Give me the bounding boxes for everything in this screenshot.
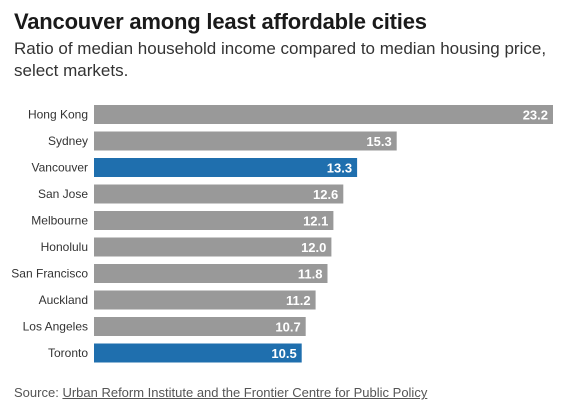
bar-vancouver: [94, 158, 358, 177]
chart-title: Vancouver among least affordable cities: [14, 9, 427, 34]
category-label-los-angeles: Los Angeles: [23, 320, 88, 334]
bar-melbourne: [94, 211, 334, 230]
value-label-hong-kong: 23.2: [523, 108, 548, 123]
value-label-vancouver: 13.3: [327, 161, 352, 176]
category-label-auckland: Auckland: [39, 293, 88, 307]
source-link[interactable]: Urban Reform Institute and the Frontier …: [62, 385, 428, 400]
category-label-hong-kong: Hong Kong: [28, 108, 88, 122]
bar-auckland: [94, 290, 316, 310]
category-label-melbourne: Melbourne: [31, 214, 88, 228]
category-label-san-francisco: San Francisco: [11, 267, 88, 281]
value-label-toronto: 10.5: [271, 346, 296, 361]
category-label-honolulu: Honolulu: [41, 240, 88, 254]
bar-san-francisco: [94, 264, 328, 283]
value-label-san-francisco: 11.8: [298, 267, 323, 282]
value-label-honolulu: 12.0: [301, 240, 326, 255]
bar-chart: Hong Kong 23.2 Sydney 15.3 Vancouver 13.3 San …: [11, 105, 553, 363]
category-label-san-jose: San Jose: [38, 187, 88, 201]
category-label-vancouver: Vancouver: [32, 161, 88, 175]
bar-sydney: [94, 131, 397, 151]
category-label-sydney: Sydney: [48, 134, 88, 148]
bar-hong-kong: [94, 105, 553, 124]
bar-san-jose: [94, 184, 344, 204]
source-label: Source:: [14, 385, 59, 400]
bar-los-angeles: [94, 317, 306, 336]
value-label-melbourne: 12.1: [303, 214, 328, 229]
value-label-san-jose: 12.6: [313, 187, 338, 202]
bar-toronto: [94, 343, 302, 363]
value-label-sydney: 15.3: [366, 134, 391, 149]
category-label-toronto: Toronto: [48, 346, 88, 360]
value-label-auckland: 11.2: [286, 293, 311, 308]
bar-honolulu: [94, 237, 332, 257]
source-note: Source: Urban Reform Institute and the F…: [14, 384, 427, 402]
value-label-los-angeles: 10.7: [275, 320, 300, 335]
chart-subtitle: Ratio of median household income compare…: [14, 39, 547, 80]
